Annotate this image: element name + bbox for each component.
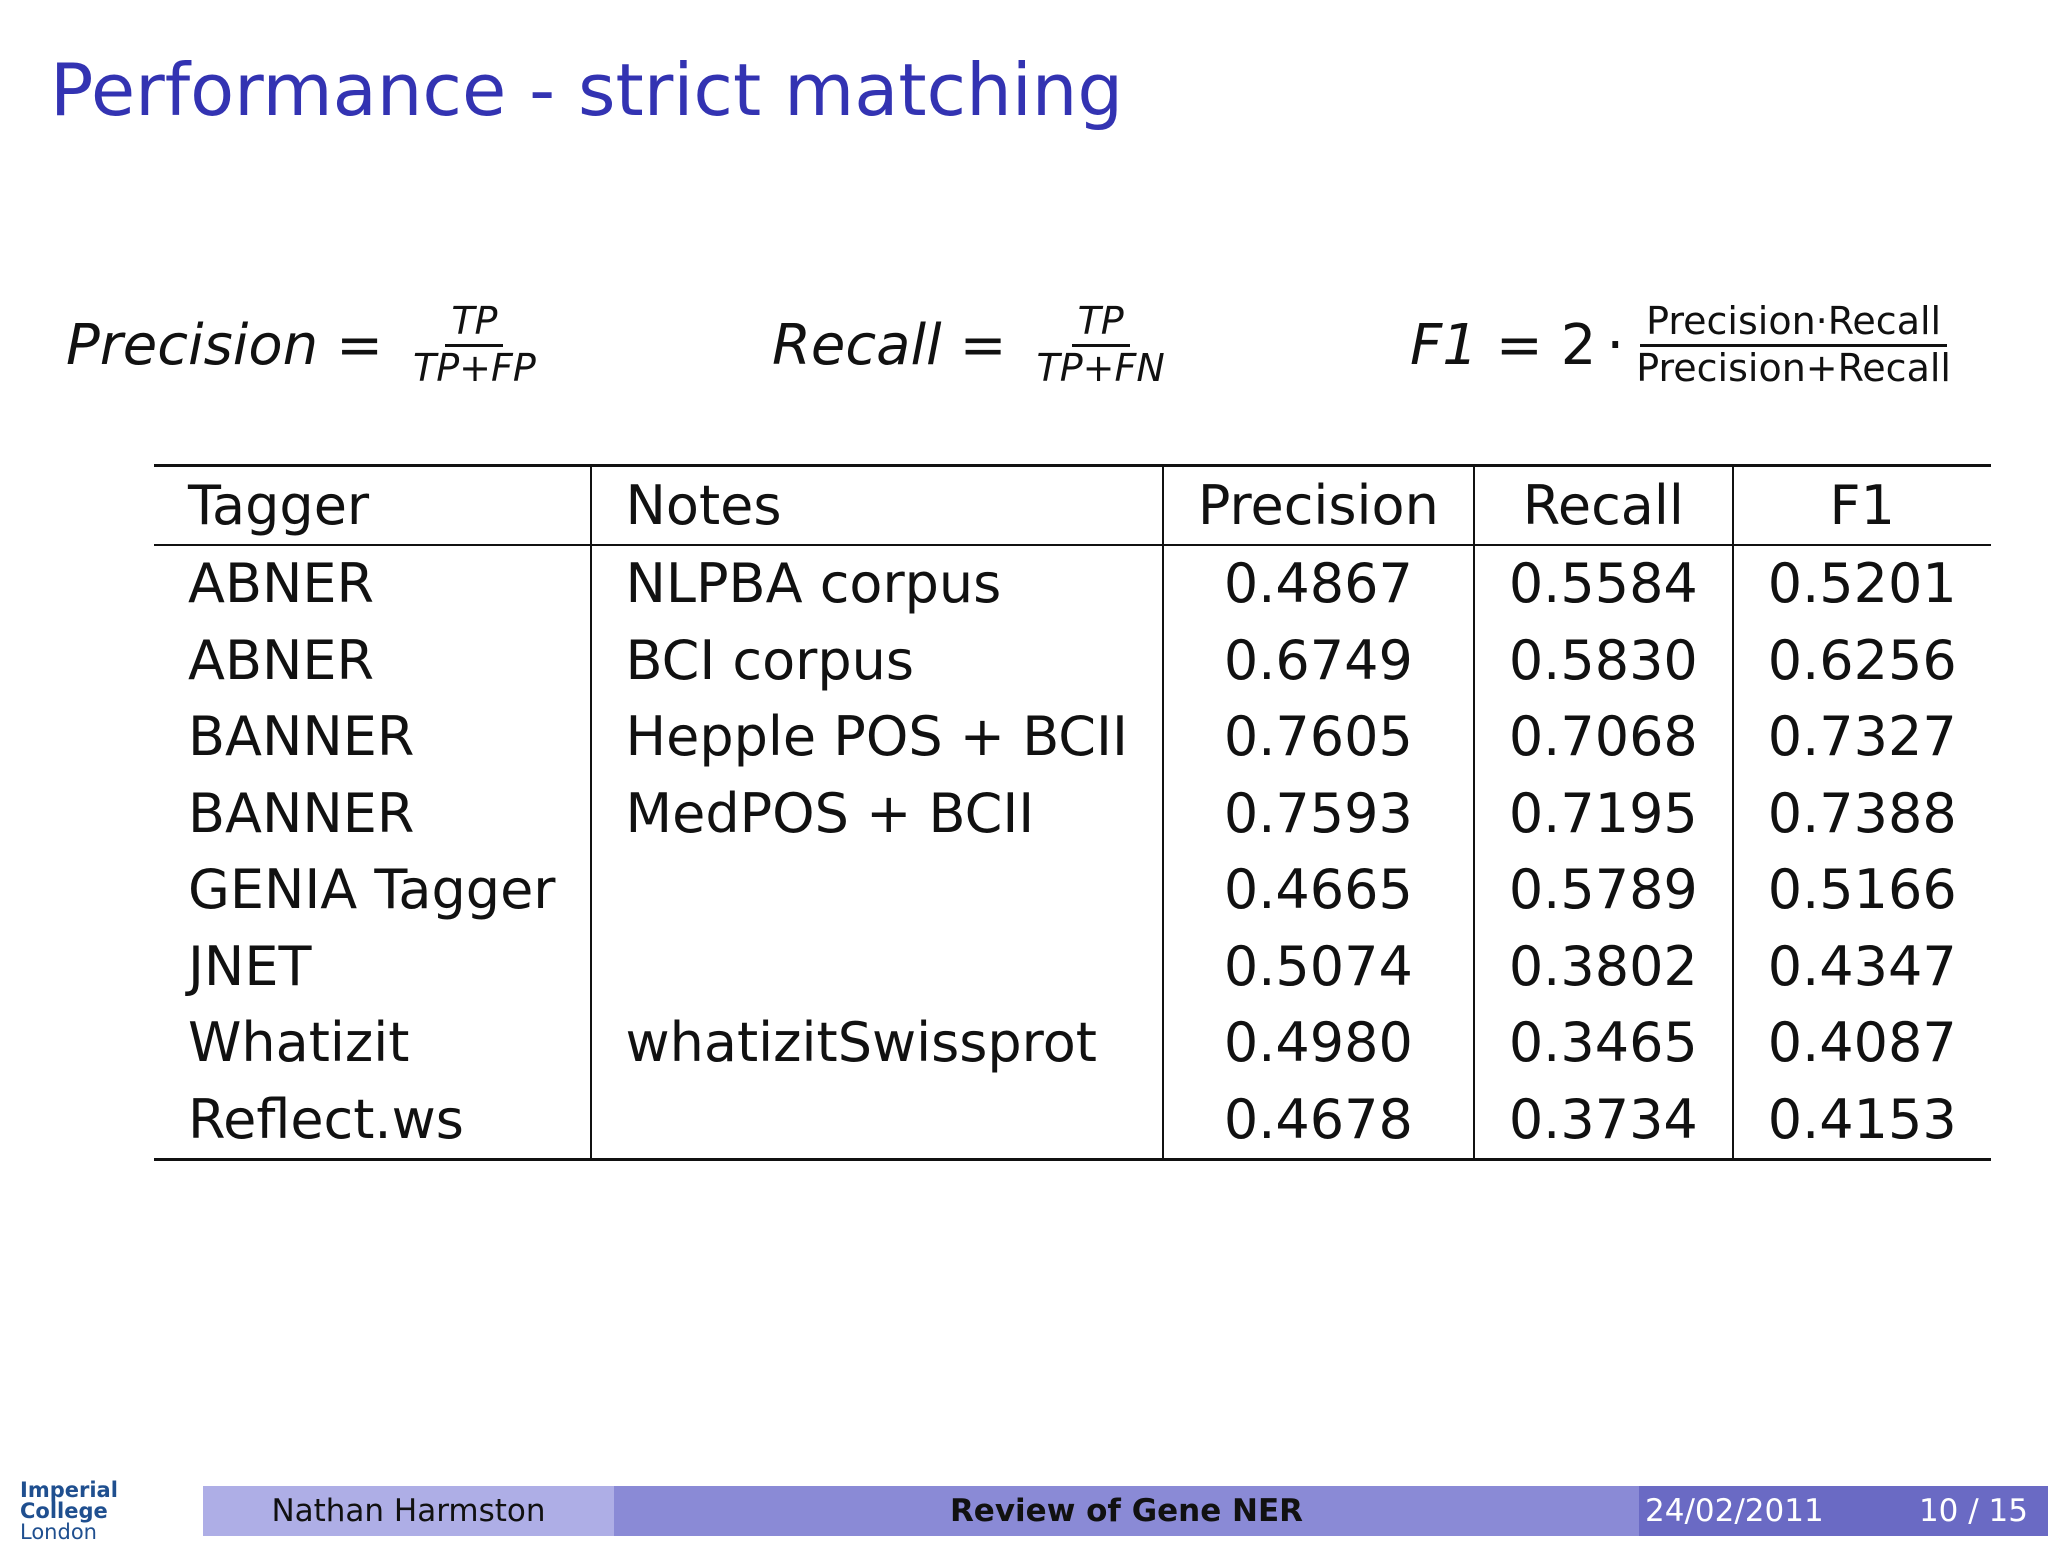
table-cell: 0.5074 (1161, 928, 1474, 1005)
table-cell: 0.5201 (1731, 544, 1991, 622)
table-cell: Hepple POS + BCII (589, 698, 1163, 775)
table-cell: ABNER (188, 552, 375, 616)
table-cell: 0.7593 (1161, 775, 1474, 852)
table-cell: 0.7195 (1472, 775, 1733, 852)
column-header: Tagger (188, 473, 370, 537)
logo: Imperial College London (0, 1479, 203, 1542)
column-header: Recall (1472, 465, 1733, 545)
fraction: TP TP+FN (1036, 299, 1165, 390)
formula-eq: = (336, 312, 384, 378)
numerator: Precision·Recall (1640, 299, 1948, 347)
table-cell: 0.4153 (1731, 1081, 1991, 1159)
formula-dot: · (1606, 312, 1625, 378)
column-header: Notes (589, 465, 1163, 545)
table-cell: 0.5830 (1472, 622, 1733, 699)
table-cell: BANNER (188, 781, 415, 845)
table-row: BANNER Hepple POS + BCII 0.7605 0.7068 0.732… (154, 698, 1991, 775)
table-cell: 0.3465 (1472, 1004, 1733, 1081)
table-cell: 0.5166 (1731, 851, 1991, 928)
numerator: TP (1071, 299, 1130, 347)
table-row: Whatizit whatizitSwissprot 0.4980 0.3465 0.4… (154, 1004, 1991, 1081)
formula: Recall = TP TP+FN (772, 299, 1165, 390)
table-cell: 0.6749 (1161, 622, 1474, 699)
table-cell: 0.6256 (1731, 622, 1991, 699)
table-cell: 0.3734 (1472, 1081, 1733, 1159)
table-cell: GENIA Tagger (188, 858, 556, 922)
table-cell: 0.7327 (1731, 698, 1991, 775)
table-cell (589, 851, 1163, 928)
table-row: Reflect.ws 0.4678 0.3734 0.4153 (154, 1081, 1991, 1159)
header-row: Tagger Notes Precision Recall F1 (154, 465, 1991, 545)
table-cell: whatizitSwissprot (589, 1004, 1163, 1081)
denominator: TP+FN (1036, 345, 1165, 390)
column-header: F1 (1731, 465, 1991, 545)
table-cell (589, 928, 1163, 1005)
table-cell: 0.4087 (1731, 1004, 1991, 1081)
table-row: BANNER MedPOS + BCII 0.7593 0.7195 0.7388 (154, 775, 1991, 852)
table-cell: JNET (188, 934, 312, 998)
formula: F1 = 2 · Precision·Recall Precision+Recal… (1410, 299, 1951, 390)
table-cell: 0.5584 (1472, 544, 1733, 622)
logo-text: London (20, 1519, 97, 1544)
table-cell: Reflect.ws (188, 1087, 464, 1151)
table-cell: BCI corpus (589, 622, 1163, 699)
table-body: ABNER NLPBA corpus 0.4867 0.5584 0.5201 ABNER… (154, 544, 1991, 1159)
table-cell (589, 1081, 1163, 1159)
footer: Imperial College London Nathan Harmston R… (0, 1479, 2048, 1542)
column-header: Precision (1161, 465, 1474, 545)
table-cell: 0.4678 (1161, 1081, 1474, 1159)
table-cell: 0.5789 (1472, 851, 1733, 928)
table-cell: 0.4867 (1161, 544, 1474, 622)
table-row: ABNER NLPBA corpus 0.4867 0.5584 0.5201 (154, 544, 1991, 622)
formula-eq: = (1495, 312, 1543, 378)
table-row: JNET 0.5074 0.3802 0.4347 (154, 928, 1991, 1005)
table-cell: MedPOS + BCII (589, 775, 1163, 852)
slide-title: Performance - strict matching (50, 48, 1124, 132)
footer-talk: Review of Gene NER (614, 1486, 1639, 1536)
logo-text: Imperial College (20, 1477, 118, 1523)
footer-author: Nathan Harmston (203, 1486, 614, 1536)
footer-date: 24/02/2011 (1645, 1493, 1824, 1529)
table-cell: ABNER (188, 628, 375, 692)
numerator: TP (445, 299, 504, 347)
table-cell: 0.7068 (1472, 698, 1733, 775)
table-cell: BANNER (188, 705, 415, 769)
formula-lhs: Precision (66, 312, 319, 378)
footer-page: 10 / 15 (1918, 1493, 2028, 1529)
table-row: ABNER BCI corpus 0.6749 0.5830 0.6256 (154, 622, 1991, 699)
formula-factor: 2 (1560, 312, 1597, 378)
formula-lhs: F1 (1410, 312, 1478, 378)
formula: Precision = TP TP+FP (66, 299, 536, 390)
table-row: GENIA Tagger 0.4665 0.5789 0.5166 (154, 851, 1991, 928)
table-cell: 0.4665 (1161, 851, 1474, 928)
table-cell: 0.4347 (1731, 928, 1991, 1005)
formula-eq: = (959, 312, 1007, 378)
footer-right: 24/02/2011 10 / 15 (1639, 1486, 2048, 1536)
results-table: Tagger Notes Precision Recall F1 ABNER NLPBA … (154, 464, 1991, 1161)
denominator: Precision+Recall (1636, 345, 1951, 390)
table-cell: Whatizit (188, 1011, 410, 1075)
table-cell: 0.7605 (1161, 698, 1474, 775)
table-cell: 0.7388 (1731, 775, 1991, 852)
table-cell: 0.4980 (1161, 1004, 1474, 1081)
fraction: Precision·Recall Precision+Recall (1636, 299, 1951, 390)
denominator: TP+FP (413, 345, 536, 390)
formula-lhs: Recall (772, 312, 942, 378)
table-cell: NLPBA corpus (589, 544, 1163, 622)
table-cell: 0.3802 (1472, 928, 1733, 1005)
fraction: TP TP+FP (413, 299, 536, 390)
